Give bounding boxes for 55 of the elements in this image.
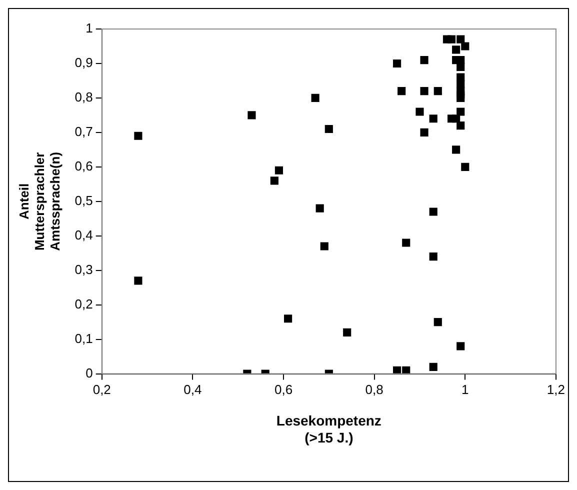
point — [311, 94, 320, 102]
point — [402, 366, 410, 374]
point — [447, 35, 456, 44]
point — [461, 162, 470, 171]
point — [324, 124, 333, 134]
point — [456, 62, 465, 71]
point — [248, 111, 256, 120]
point — [456, 342, 465, 350]
point — [343, 328, 352, 336]
point — [434, 318, 442, 326]
point — [429, 362, 438, 371]
point — [452, 146, 460, 154]
y-tick-label: 0,1 — [74, 330, 93, 346]
point — [434, 87, 442, 96]
x-tick-label: 0,4 — [184, 382, 202, 398]
point — [402, 238, 410, 247]
x-tick-label: 1 — [462, 382, 469, 398]
x-axis-title: Lesekompetenz (>15 J.) — [276, 412, 382, 446]
y-tick-label: 0,7 — [74, 124, 93, 140]
y-tick-label: 0,9 — [74, 55, 93, 70]
y-tick-label: 0 — [86, 365, 93, 380]
y-tick-label: 0,6 — [74, 158, 93, 174]
point — [270, 176, 278, 185]
point — [420, 87, 428, 96]
point — [456, 108, 465, 116]
point — [456, 94, 465, 102]
point — [392, 366, 402, 374]
y-tick-label: 0,2 — [74, 296, 93, 312]
point — [420, 56, 428, 64]
point — [456, 122, 465, 130]
point — [420, 128, 428, 136]
point — [320, 242, 328, 250]
point — [452, 46, 460, 54]
point — [134, 132, 142, 140]
y-axis-title: Anteil Muttersprachler Amtssprache(n) — [16, 152, 63, 251]
y-tick-label: 0,8 — [74, 90, 93, 105]
point — [274, 166, 284, 174]
x-tick-label: 1,2 — [546, 382, 566, 398]
y-tick-label: 0,5 — [74, 192, 93, 208]
point — [134, 276, 142, 285]
point — [398, 87, 406, 96]
point — [392, 59, 402, 68]
point — [429, 252, 438, 261]
point — [456, 35, 465, 44]
y-tick-label: 0,4 — [74, 227, 93, 242]
point — [429, 114, 438, 123]
x-tick-label: 0,8 — [365, 382, 384, 398]
point — [429, 208, 438, 216]
y-tick-label: 0,3 — [74, 262, 93, 277]
point — [416, 108, 424, 116]
point — [284, 314, 292, 323]
x-tick-label: 0,6 — [274, 382, 293, 398]
point — [316, 204, 324, 212]
y-tick-label: 1 — [86, 20, 93, 36]
point — [461, 42, 470, 50]
